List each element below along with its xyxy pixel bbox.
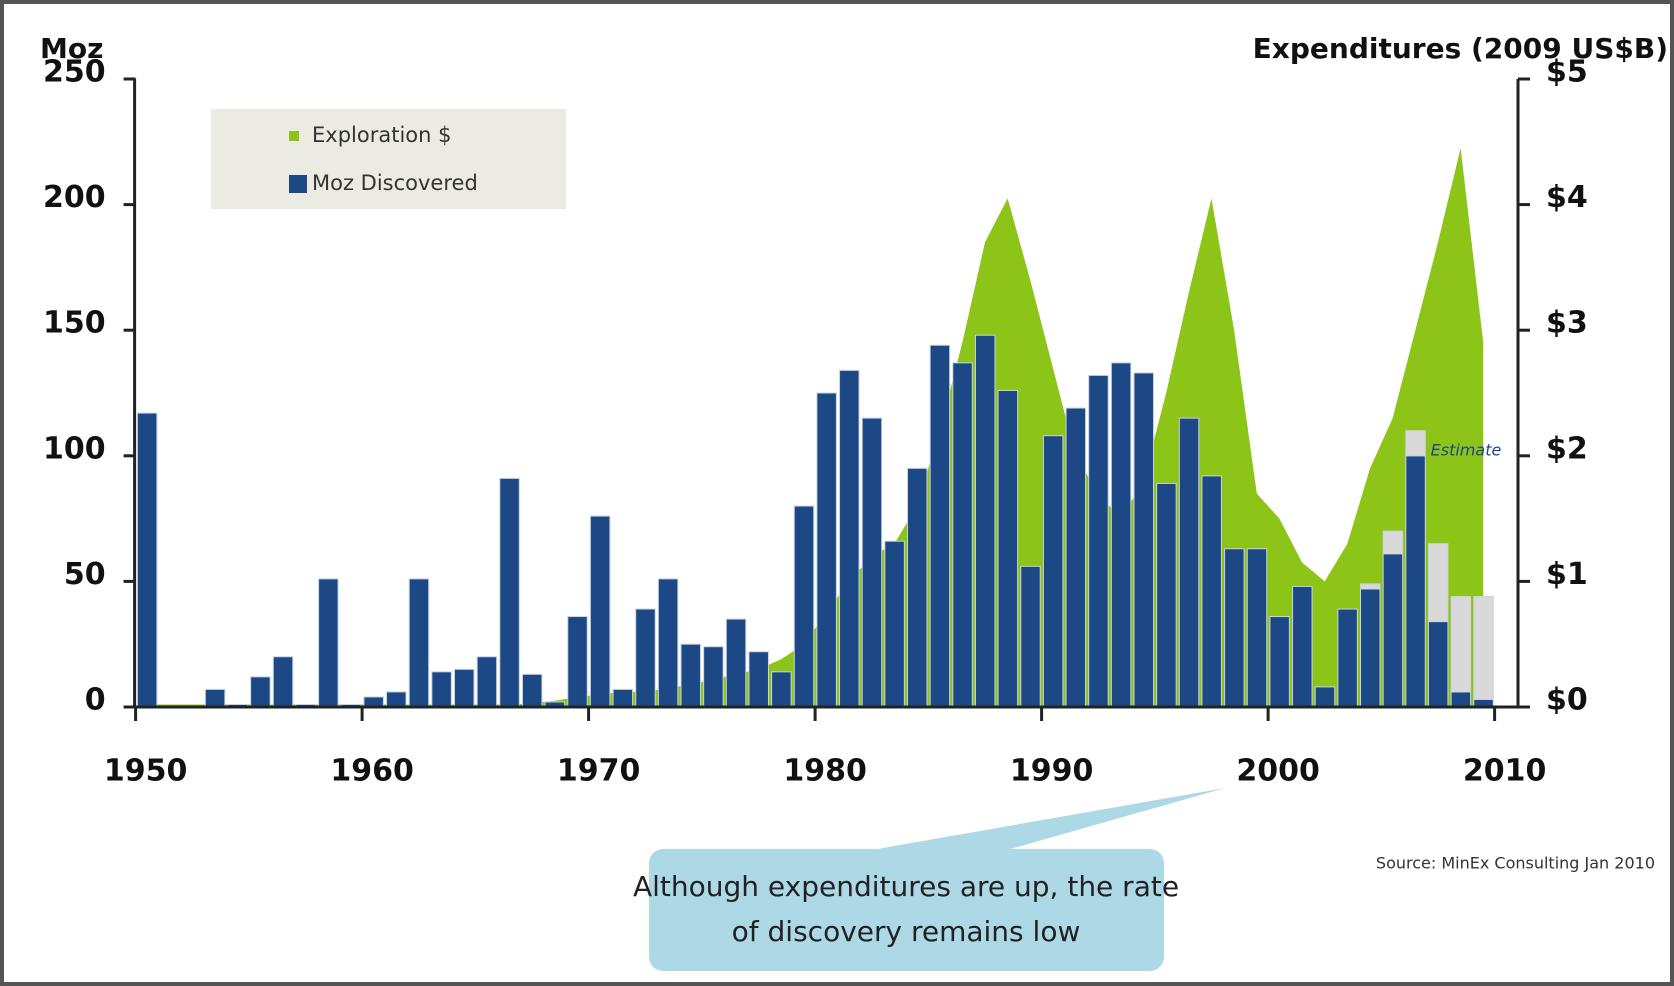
bar bbox=[1133, 372, 1154, 708]
y-tick-label: 100 bbox=[43, 431, 106, 466]
estimate-bar bbox=[1427, 543, 1449, 623]
estimate-bar bbox=[1473, 595, 1494, 700]
x-tick-label: 1990 bbox=[1010, 754, 1094, 789]
bar bbox=[997, 389, 1019, 708]
estimate-bar bbox=[1382, 530, 1404, 555]
bar bbox=[499, 477, 520, 708]
bar bbox=[793, 505, 815, 708]
estimate-bar bbox=[1450, 595, 1472, 693]
bar bbox=[1382, 553, 1404, 708]
bar bbox=[703, 646, 724, 708]
bar bbox=[1427, 621, 1449, 708]
bar bbox=[521, 673, 543, 708]
estimate-bar bbox=[1405, 430, 1426, 457]
bar bbox=[1246, 548, 1268, 708]
bar bbox=[725, 618, 747, 708]
bar bbox=[204, 688, 226, 708]
bar bbox=[250, 676, 271, 708]
y-tick-label: 0 bbox=[85, 683, 106, 718]
x-tick-label: 2010 bbox=[1463, 754, 1547, 789]
bar bbox=[1156, 482, 1177, 708]
y2-axis-title: Expenditures (2009 US$B) bbox=[1253, 32, 1668, 65]
bar bbox=[907, 467, 928, 708]
bar bbox=[1337, 608, 1358, 708]
bar bbox=[952, 362, 973, 708]
bar bbox=[1065, 407, 1087, 708]
x-tick-label: 1960 bbox=[330, 754, 414, 789]
y2-tick-label: $5 bbox=[1546, 55, 1588, 90]
bar bbox=[386, 691, 407, 708]
source-note: Source: MinEx Consulting Jan 2010 bbox=[1376, 854, 1655, 873]
legend-label: Exploration $ bbox=[312, 123, 451, 147]
legend-swatch bbox=[289, 175, 307, 193]
bar bbox=[680, 643, 701, 708]
bar bbox=[1201, 475, 1222, 708]
bar bbox=[1292, 585, 1313, 708]
bar bbox=[1360, 588, 1381, 708]
bar bbox=[318, 578, 339, 708]
y-tick-label: 250 bbox=[43, 55, 106, 90]
estimate-label: Estimate bbox=[1431, 440, 1502, 459]
legend: Exploration $ Moz Discovered bbox=[211, 109, 566, 209]
y-tick-label: 50 bbox=[64, 557, 106, 592]
bar bbox=[884, 540, 905, 708]
y2-tick-label: $4 bbox=[1546, 180, 1588, 215]
bar bbox=[839, 369, 860, 708]
bar bbox=[408, 578, 430, 708]
bar bbox=[1178, 417, 1200, 708]
x-tick-label: 1950 bbox=[104, 754, 188, 789]
y-tick-label: 200 bbox=[43, 180, 106, 215]
bar bbox=[476, 656, 498, 708]
bar bbox=[1088, 374, 1109, 708]
estimate-bar bbox=[1360, 583, 1381, 590]
bar bbox=[136, 412, 158, 708]
y2-tick-label: $2 bbox=[1546, 431, 1588, 466]
bar bbox=[1042, 435, 1064, 708]
bar bbox=[1224, 548, 1245, 708]
x-tick-label: 1970 bbox=[557, 754, 641, 789]
bar bbox=[1110, 362, 1132, 708]
bar bbox=[635, 608, 656, 708]
callout-pointer bbox=[860, 788, 1225, 852]
bar bbox=[1269, 616, 1290, 708]
bar bbox=[272, 656, 294, 708]
x-tick-label: 2000 bbox=[1236, 754, 1320, 789]
y-tick-label: 150 bbox=[43, 306, 106, 341]
bar bbox=[1405, 455, 1426, 708]
bar bbox=[861, 417, 883, 708]
callout-box bbox=[649, 849, 1164, 971]
bar bbox=[657, 578, 679, 708]
y2-tick-label: $0 bbox=[1546, 683, 1588, 718]
y2-tick-label: $1 bbox=[1546, 557, 1588, 592]
legend-swatch bbox=[289, 131, 299, 141]
bar bbox=[363, 696, 384, 708]
bar bbox=[1314, 686, 1336, 708]
y-axis-title: Moz bbox=[40, 32, 103, 65]
bar bbox=[431, 671, 452, 708]
bar bbox=[589, 515, 611, 708]
callout-text: Although expenditures are up, the rate of… bbox=[633, 870, 1179, 948]
legend-label: Moz Discovered bbox=[312, 171, 478, 195]
bar bbox=[974, 334, 996, 708]
bar bbox=[771, 671, 792, 708]
bar bbox=[816, 392, 837, 708]
bar bbox=[454, 668, 475, 708]
y2-tick-label: $3 bbox=[1546, 306, 1588, 341]
legend-box bbox=[211, 109, 566, 209]
bar bbox=[1450, 691, 1472, 708]
x-tick-label: 1980 bbox=[783, 754, 867, 789]
bar bbox=[1020, 565, 1041, 708]
bar bbox=[929, 344, 951, 708]
bar bbox=[612, 688, 634, 708]
bar bbox=[567, 616, 588, 708]
bar bbox=[748, 651, 769, 708]
